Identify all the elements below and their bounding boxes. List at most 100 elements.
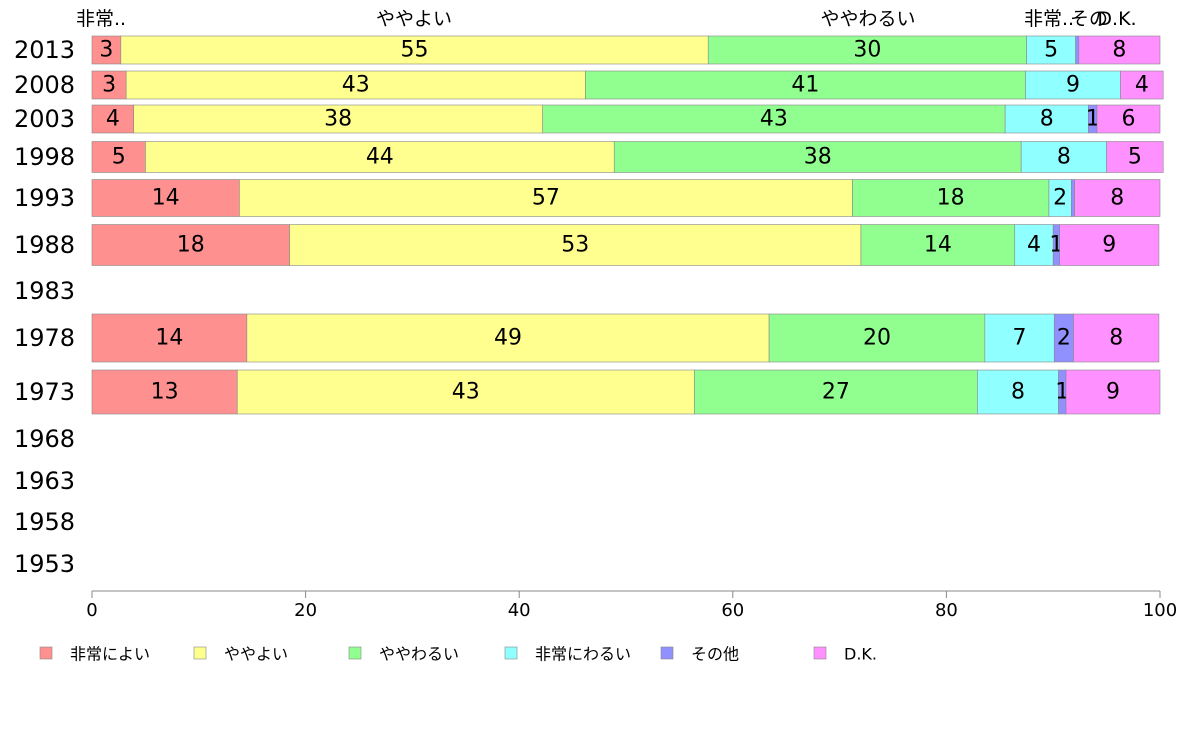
data-label-2008-series-0: 3 (102, 73, 116, 98)
year-label-1978: 1978 (14, 324, 75, 352)
top-label-2: ややわるい (820, 8, 915, 30)
top-label-1: ややよい (376, 8, 452, 30)
bar-2003-series-1 (133, 104, 543, 134)
x-tick-label-60: 60 (721, 600, 744, 621)
data-label-1998-series-5: 5 (1128, 145, 1142, 170)
bar-1973-series-2 (694, 369, 978, 415)
top-label-4: その (1070, 8, 1108, 30)
data-label-1998-series-1: 44 (366, 145, 394, 170)
year-label-1968: 1968 (14, 425, 75, 453)
data-label-1978-series-3: 7 (1013, 326, 1027, 351)
bar-1993-series-0 (91, 179, 240, 217)
data-label-1973-series-2: 27 (822, 380, 850, 405)
data-label-2008-series-2: 41 (791, 73, 819, 98)
bar-1998-series-5 (1106, 141, 1164, 173)
bar-1993-series-4 (1071, 179, 1075, 217)
legend-label-1: ややよい (224, 645, 288, 664)
data-label-1978-series-4: 2 (1057, 326, 1071, 351)
data-label-1988-series-2: 14 (924, 233, 952, 258)
year-label-1988: 1988 (14, 231, 75, 259)
data-label-2008-series-1: 43 (342, 73, 370, 98)
bar-2003-series-5 (1096, 104, 1161, 134)
bar-2003-series-2 (542, 104, 1006, 134)
year-label-1953: 1953 (14, 550, 75, 578)
data-label-1973-series-1: 43 (452, 380, 480, 405)
bar-2013-series-5 (1078, 35, 1161, 65)
data-label-2013-series-0: 3 (99, 38, 113, 63)
year-label-1993: 1993 (14, 184, 75, 212)
x-tick-label-100: 100 (1143, 600, 1177, 621)
data-label-2003-series-3: 8 (1040, 107, 1054, 132)
data-label-1988-series-0: 18 (177, 233, 205, 258)
bar-1988-series-1 (289, 224, 862, 266)
data-label-2003-series-2: 43 (760, 107, 788, 132)
data-label-2003-series-4: 1 (1086, 107, 1100, 132)
legend-label-3: 非常にわるい (535, 645, 631, 664)
bar-1988-series-3 (1014, 224, 1054, 266)
top-label-0: 非常.. (76, 8, 126, 30)
year-label-1958: 1958 (14, 508, 75, 536)
legend-swatch-2 (348, 646, 362, 660)
top-labels: 非常.. ややよい ややわるい 非常..そのD.K. (76, 8, 1137, 30)
legend-swatch-0 (39, 646, 53, 660)
data-label-1988-series-5: 9 (1102, 233, 1116, 258)
legend-swatch-1 (193, 646, 207, 660)
data-label-1973-series-3: 8 (1011, 380, 1025, 405)
data-label-1973-series-5: 9 (1106, 380, 1120, 405)
x-tick-label-40: 40 (508, 600, 531, 621)
data-label-1998-series-0: 5 (112, 145, 126, 170)
data-label-1993-series-5: 8 (1110, 186, 1124, 211)
x-tick-label-20: 20 (294, 600, 317, 621)
legend-swatch-4 (660, 646, 674, 660)
bar-2003-series-3 (1004, 104, 1089, 134)
bar-1973-series-0 (91, 369, 238, 415)
year-label-1973: 1973 (14, 378, 75, 406)
bar-2003-series-0 (91, 104, 134, 134)
bar-1978-series-3 (984, 313, 1055, 363)
bar-2013-series-4 (1075, 35, 1080, 65)
bar-1988-series-2 (860, 224, 1016, 266)
bar-1973-series-5 (1065, 369, 1161, 415)
bar-1998-series-2 (613, 141, 1022, 173)
bars: 3 55 30 5 83 43 41 9 44 38 43 8 1 65 44 38 8 514 57 18 2 818 5… (91, 35, 1164, 415)
legend-swatch-5 (813, 646, 827, 660)
data-label-1988-series-3: 4 (1027, 233, 1041, 258)
legend-swatch-3 (504, 646, 518, 660)
x-tick-label-0: 0 (86, 600, 97, 621)
bar-1993-series-5 (1074, 179, 1161, 217)
data-label-2008-series-3: 9 (1066, 73, 1080, 98)
data-label-1998-series-2: 38 (804, 145, 832, 170)
data-label-1978-series-1: 49 (494, 326, 522, 351)
bar-2008-series-1 (125, 70, 586, 100)
data-label-2003-series-1: 38 (324, 107, 352, 132)
bar-1988-series-5 (1059, 224, 1160, 266)
legend-label-4: その他 (691, 645, 739, 664)
data-label-2013-series-5: 8 (1112, 38, 1126, 63)
bar-2008-series-5 (1120, 70, 1164, 100)
data-label-2013-series-1: 55 (401, 38, 429, 63)
data-label-1988-series-1: 53 (561, 233, 589, 258)
legend-label-2: ややわるい (379, 645, 459, 664)
data-label-2003-series-0: 4 (106, 107, 120, 132)
bar-1978-series-0 (91, 313, 248, 363)
data-label-1978-series-2: 20 (863, 326, 891, 351)
year-label-1983: 1983 (14, 277, 75, 305)
bar-1973-series-1 (236, 369, 695, 415)
year-label-1963: 1963 (14, 467, 75, 495)
bar-1993-series-2 (852, 179, 1050, 217)
x-axis: 0 20 40 60 80 100 (86, 590, 1177, 621)
data-label-2008-series-5: 4 (1135, 73, 1149, 98)
bar-1973-series-3 (977, 369, 1059, 415)
bar-1998-series-3 (1020, 141, 1107, 173)
bar-2008-series-0 (91, 70, 127, 100)
year-labels: 2013 2008 2003 1998 1993 1988 1983 1978 1973 1968… (14, 36, 75, 578)
year-label-2008: 2008 (14, 71, 75, 99)
legend-label-0: 非常によい (70, 645, 150, 664)
year-label-2003: 2003 (14, 105, 75, 133)
bar-1978-series-5 (1073, 313, 1160, 363)
data-label-1993-series-1: 57 (532, 186, 560, 211)
data-label-2013-series-3: 5 (1044, 38, 1058, 63)
data-label-2013-series-2: 30 (853, 38, 881, 63)
data-label-2003-series-5: 6 (1121, 107, 1135, 132)
bar-1978-series-2 (768, 313, 986, 363)
